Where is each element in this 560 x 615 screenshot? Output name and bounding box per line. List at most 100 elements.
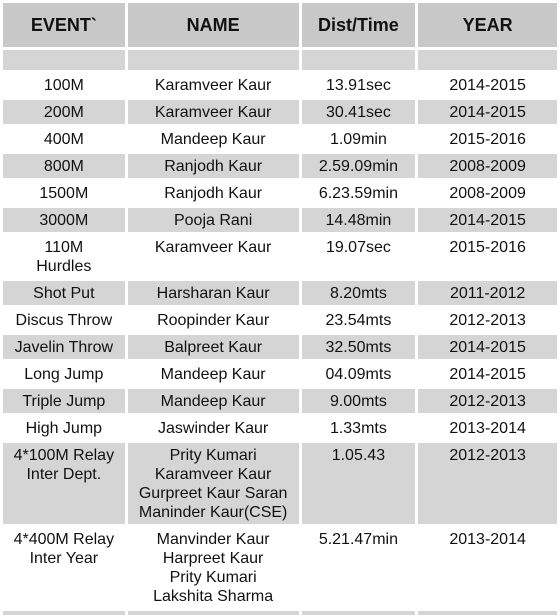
trailing-row [3, 611, 557, 615]
name-cell-line: Roopinder Kaur [157, 312, 270, 329]
year-cell: 2013-2014 [418, 416, 557, 440]
name-cell-line: Karamveer Kaur [154, 104, 272, 121]
table-header: EVENT` NAME Dist/Time YEAR [3, 3, 557, 47]
name-cell-line: Gurpreet Kaur Saran [138, 485, 288, 502]
event-cell-line: 4*400M Relay [13, 531, 115, 548]
name-cell: Harsharan Kaur [127, 281, 299, 305]
dist-time-cell: 1.05.43 [301, 443, 416, 524]
dist-time-cell: 23.54mts [301, 308, 416, 332]
table-body: 100M Karamveer Kaur 13.91sec 2014-2015 200M K… [3, 50, 557, 615]
name-cell-line: Harsharan Kaur [156, 285, 270, 302]
event-cell: Discus Throw [3, 308, 125, 332]
event-cell: 200M [3, 100, 125, 124]
event-cell-line: High Jump [25, 420, 103, 437]
event-cell-line: Long Jump [24, 366, 104, 383]
year-cell: 2014-2015 [418, 335, 557, 359]
event-cell: 1500M [3, 181, 125, 205]
dist-time-cell: 30.41sec [301, 100, 416, 124]
event-cell-line: Triple Jump [22, 393, 106, 410]
name-cell: Roopinder Kaur [127, 308, 299, 332]
name-cell-line: Balpreet Kaur [164, 339, 263, 356]
year-cell: 2008-2009 [418, 154, 557, 178]
name-cell-line: Ranjodh Kaur [164, 185, 263, 202]
dist-time-cell: 9.00mts [301, 389, 416, 413]
event-cell: Long Jump [3, 362, 125, 386]
name-cell: Mandeep Kaur [127, 362, 299, 386]
event-cell: 110M Hurdles [3, 235, 125, 278]
year-cell: 2008-2009 [418, 181, 557, 205]
dist-time-cell: 5.21.47min [301, 527, 416, 608]
dist-time-cell: 19.07sec [301, 235, 416, 278]
header-name: NAME [127, 3, 299, 47]
event-cell-line: Javelin Throw [14, 339, 114, 356]
table-row: 4*400M Relay Inter Year Manvinder Kaur Harp… [3, 527, 557, 608]
event-cell-line: 4*100M Relay [13, 447, 115, 464]
table-row: 400M Mandeep Kaur 1.09min 2015-2016 [3, 127, 557, 151]
name-cell-line: Karamveer Kaur [154, 77, 272, 94]
trailing-cell [127, 611, 299, 615]
event-cell: Triple Jump [3, 389, 125, 413]
event-cell-line: 1500M [39, 185, 89, 202]
table-row: 110M Hurdles Karamveer Kaur 19.07sec 2015-20… [3, 235, 557, 278]
year-cell: 2014-2015 [418, 73, 557, 97]
table-row: High Jump Jaswinder Kaur 1.33mts 2013-2014 [3, 416, 557, 440]
dist-time-cell: 13.91sec [301, 73, 416, 97]
event-cell: 100M [3, 73, 125, 97]
year-cell: 2015-2016 [418, 127, 557, 151]
table-row: Javelin Throw Balpreet Kaur 32.50mts 2014-2… [3, 335, 557, 359]
name-cell-line: Mandeep Kaur [160, 131, 266, 148]
spacer-cell [3, 50, 125, 70]
trailing-cell [3, 611, 125, 615]
spacer-cell [418, 50, 557, 70]
event-cell-line: Hurdles [36, 258, 92, 275]
table-row: 100M Karamveer Kaur 13.91sec 2014-2015 [3, 73, 557, 97]
dist-time-cell: 6.23.59min [301, 181, 416, 205]
name-cell-line: Mandeep Kaur [160, 393, 266, 410]
name-cell: Balpreet Kaur [127, 335, 299, 359]
name-cell-line: Lakshita Sharma [153, 588, 274, 605]
dist-time-cell: 32.50mts [301, 335, 416, 359]
table-row: 4*100M Relay Inter Dept. Prity Kumari Karam… [3, 443, 557, 524]
year-cell: 2012-2013 [418, 308, 557, 332]
event-cell: Javelin Throw [3, 335, 125, 359]
name-cell: Jaswinder Kaur [127, 416, 299, 440]
spacer-row [3, 50, 557, 70]
event-cell-line: 110M [44, 239, 84, 256]
year-cell: 2014-2015 [418, 208, 557, 232]
name-cell-line: Ranjodh Kaur [164, 158, 263, 175]
event-cell-line: 100M [43, 77, 84, 94]
name-cell: Pooja Rani [127, 208, 299, 232]
trailing-cell [418, 611, 557, 615]
header-event: EVENT` [3, 3, 125, 47]
table-row: Shot Put Harsharan Kaur 8.20mts 2011-2012 [3, 281, 557, 305]
name-cell-line: Mandeep Kaur [160, 366, 266, 383]
name-cell-line: Prity Kumari [169, 447, 257, 464]
name-cell: Manvinder Kaur Harpreet Kaur Prity Kumari L… [127, 527, 299, 608]
year-cell: 2014-2015 [418, 362, 557, 386]
name-cell-line: Prity Kumari [169, 569, 257, 586]
year-cell: 2014-2015 [418, 100, 557, 124]
name-cell-line: Karamveer Kaur [154, 466, 272, 483]
year-cell: 2011-2012 [418, 281, 557, 305]
year-cell: 2012-2013 [418, 389, 557, 413]
year-cell: 2013-2014 [418, 527, 557, 608]
event-cell: High Jump [3, 416, 125, 440]
event-cell: 400M [3, 127, 125, 151]
name-cell: Karamveer Kaur [127, 73, 299, 97]
dist-time-cell: 8.20mts [301, 281, 416, 305]
year-cell: 2015-2016 [418, 235, 557, 278]
name-cell: Mandeep Kaur [127, 389, 299, 413]
name-cell-line: Manvinder Kaur [156, 531, 270, 548]
name-cell: Karamveer Kaur [127, 100, 299, 124]
event-cell-line: 400M [43, 131, 84, 148]
spacer-cell [301, 50, 416, 70]
dist-time-cell: 1.33mts [301, 416, 416, 440]
table-row: Triple Jump Mandeep Kaur 9.00mts 2012-2013 [3, 389, 557, 413]
name-cell: Prity Kumari Karamveer Kaur Gurpreet Kaur … [127, 443, 299, 524]
dist-time-cell: 14.48min [301, 208, 416, 232]
trailing-cell [301, 611, 416, 615]
name-cell-line: Jaswinder Kaur [157, 420, 269, 437]
event-cell: 800M [3, 154, 125, 178]
event-cell: 4*100M Relay Inter Dept. [3, 443, 125, 524]
